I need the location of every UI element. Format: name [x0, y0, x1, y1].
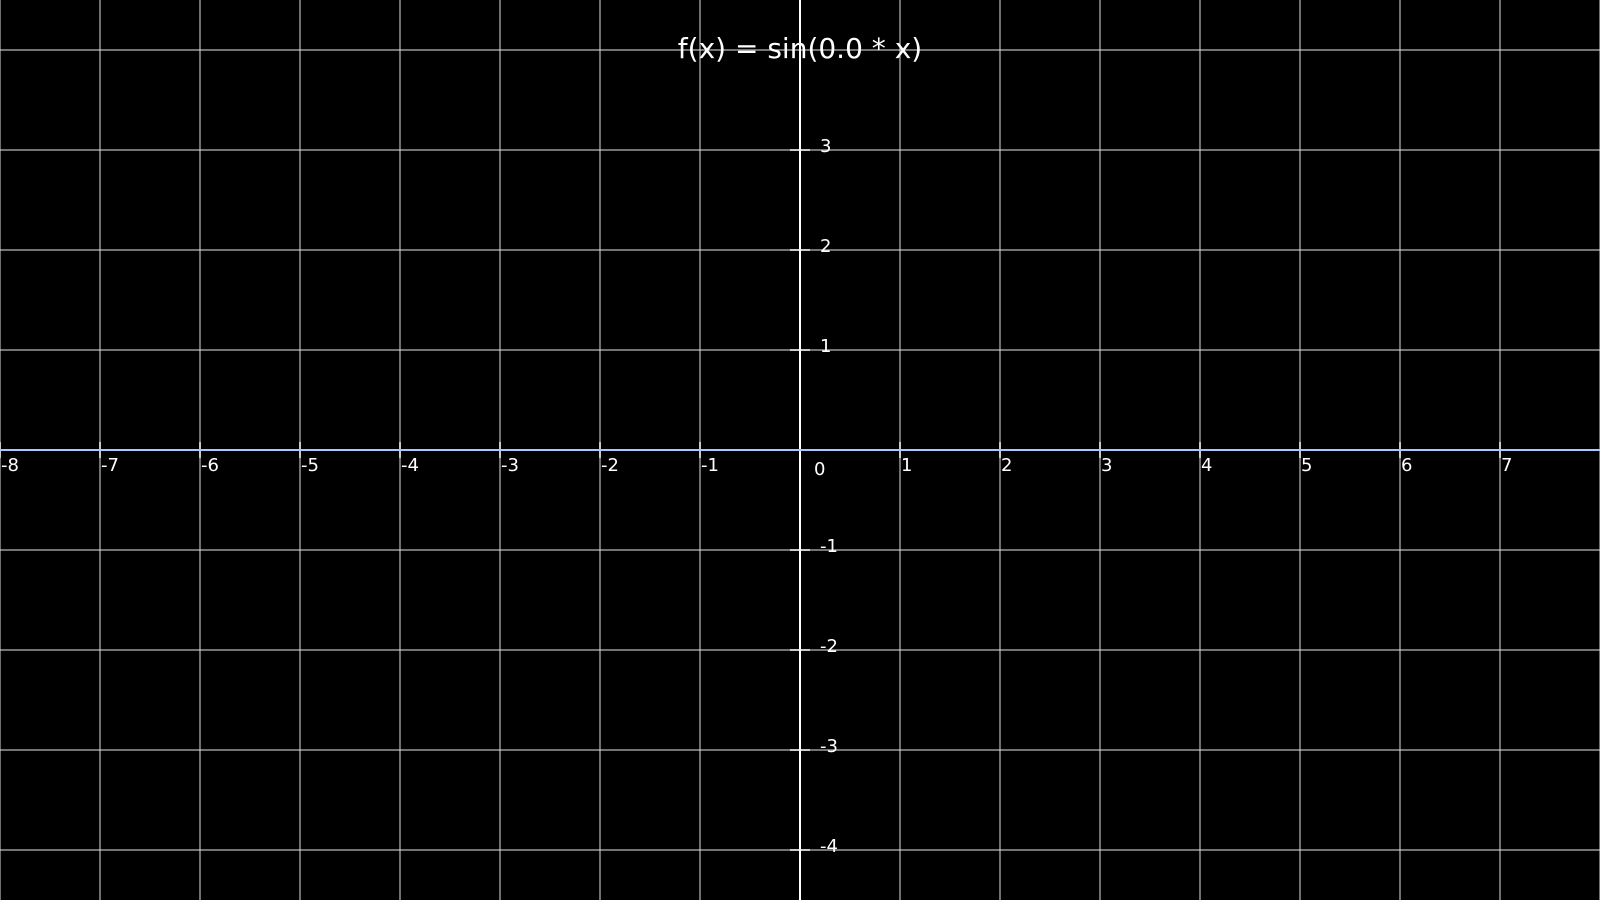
- x-tick-label: 6: [1401, 455, 1412, 476]
- ticks: -8 -7 -6 -5 -4 -3 -2 -1 1 2 3 4 5 6 7 3 2 1 -1 -2 -3 -4: [0, 136, 1512, 857]
- x-tick-label: 5: [1301, 455, 1312, 476]
- x-tick-label: 3: [1101, 455, 1112, 476]
- y-tick-label: 3: [820, 136, 831, 157]
- x-tick-label: 4: [1201, 455, 1212, 476]
- x-tick-label: 1: [901, 455, 912, 476]
- x-tick-label: -2: [601, 455, 619, 476]
- x-tick-label: -7: [101, 455, 119, 476]
- x-tick-label: -8: [1, 455, 19, 476]
- y-tick-label: 1: [820, 336, 831, 357]
- x-tick-label: -5: [301, 455, 319, 476]
- x-tick-label: -4: [401, 455, 419, 476]
- chart-title: f(x) = sin(0.0 * x): [678, 32, 922, 65]
- y-tick-label: 2: [820, 236, 831, 257]
- y-tick-label: -4: [820, 836, 838, 857]
- y-tick-label: -3: [820, 736, 838, 757]
- y-tick-label: -2: [820, 636, 838, 657]
- x-tick-label: -3: [501, 455, 519, 476]
- x-tick-label: 7: [1501, 455, 1512, 476]
- x-tick-label: -6: [201, 455, 219, 476]
- x-tick-label: 2: [1001, 455, 1012, 476]
- x-tick-label: -1: [701, 455, 719, 476]
- origin-label: 0: [814, 459, 825, 480]
- y-tick-label: -1: [820, 536, 838, 557]
